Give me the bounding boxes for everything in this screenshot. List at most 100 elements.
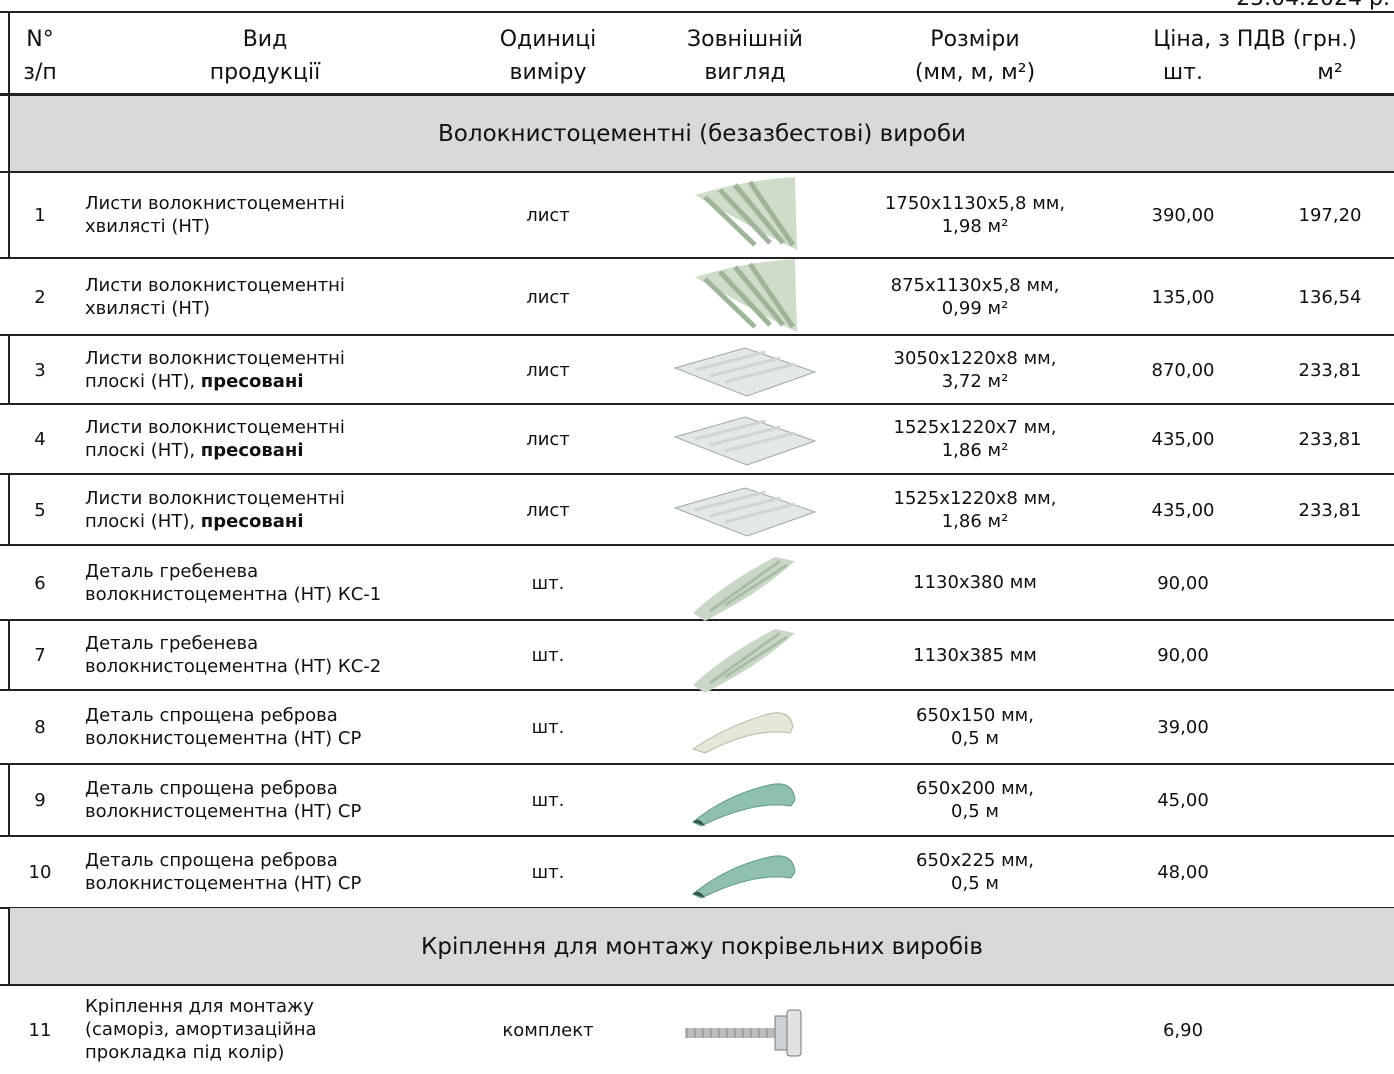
product-name: Листи волокнистоцементні плоскі (НТ), пре…	[85, 416, 345, 462]
unit: шт.	[531, 717, 565, 738]
row-number: 9	[34, 790, 46, 811]
row-number: 3	[34, 359, 46, 381]
price-pc: 435,00	[1151, 429, 1215, 450]
name-line: Кріплення для монтажу	[85, 996, 314, 1017]
rule	[0, 619, 1394, 621]
name-line: Деталь гребенева	[85, 633, 259, 654]
price-pc: 6,90	[1162, 1019, 1204, 1041]
product-name: Листи волокнистоцементні плоскі (НТ), пре…	[85, 347, 345, 393]
product-image	[691, 712, 794, 754]
rule	[0, 473, 1394, 475]
name-line: волокнистоцементна (НТ) СР	[85, 873, 362, 894]
header-cell: Зовнішній	[687, 27, 803, 52]
size: 650x150 мм, 0,5 м	[916, 704, 1034, 750]
name-line: (саморіз, амортизаційна	[85, 1019, 317, 1040]
product-image	[693, 629, 795, 693]
size-line: 3050x1220x8 мм,	[893, 347, 1057, 369]
size: 1750x1130x5,8 мм, 1,98 м²	[885, 192, 1065, 238]
size-line: 650x200 мм,	[916, 778, 1034, 799]
size-line: 650x150 мм,	[916, 705, 1034, 726]
product-image	[673, 486, 817, 537]
size-line: 875x1130x5,8 мм,	[890, 274, 1060, 296]
product-name: Деталь гребенева волокнистоцементна (НТ) …	[85, 560, 381, 606]
product-image	[673, 416, 817, 466]
name-line: волокнистоцементна (НТ) КС-2	[85, 656, 382, 677]
header-cell: Ціна, з ПДВ (грн.)	[1153, 27, 1357, 52]
product-name: Листи волокнистоцементні хвилясті (НТ)	[85, 274, 345, 320]
size-line: 1525x1220x8 мм,	[893, 487, 1057, 509]
name-line: прокладка під колір)	[85, 1042, 285, 1063]
row-number: 6	[34, 572, 46, 594]
name-bold: пресовані	[200, 510, 304, 532]
product-image	[692, 855, 796, 899]
price-pc: 90,00	[1157, 645, 1209, 666]
size: 875x1130x5,8 мм, 0,99 м²	[891, 274, 1060, 320]
header-cell: Розміри	[930, 27, 1020, 52]
header-cell: (мм, м, м²)	[914, 60, 1036, 85]
name-line: плоскі (НТ), пресовані	[85, 510, 304, 532]
product-image	[693, 556, 795, 621]
size-line: 1,86 м²	[941, 510, 1009, 532]
row-number: 10	[28, 862, 52, 883]
price-pc: 135,00	[1151, 286, 1215, 308]
product-name: Деталь спрощена реброва волокнистоцементн…	[85, 777, 361, 823]
rule	[0, 689, 1394, 691]
rule	[8, 172, 10, 258]
product-name: Листи волокнистоцементні хвилясті (НТ)	[85, 192, 345, 238]
unit: лист	[526, 499, 570, 521]
rule	[0, 257, 1394, 259]
size-line: 1,98 м²	[941, 216, 1009, 237]
size-line: 0,5 м	[951, 801, 999, 822]
name-line: волокнистоцементна (НТ) СР	[85, 728, 362, 749]
rule	[0, 984, 1394, 986]
header-cell: шт.	[1163, 60, 1203, 85]
product-image	[695, 258, 797, 332]
row-number: 4	[34, 429, 46, 450]
row-number: 2	[34, 286, 46, 308]
header-cell: N°	[26, 27, 54, 52]
product-name: Кріплення для монтажу (саморіз, амортизац…	[85, 995, 317, 1064]
price-pc: 435,00	[1151, 499, 1215, 521]
size: 1525x1220x7 мм, 1,86 м²	[894, 416, 1057, 462]
row-number: 8	[34, 717, 46, 738]
size-line: 0,5 м	[951, 728, 999, 749]
unit: шт.	[531, 645, 565, 666]
size-line: 1130x385 мм	[913, 644, 1037, 666]
product-name: Деталь гребенева волокнистоцементна (НТ) …	[85, 632, 381, 678]
rule	[0, 544, 1394, 546]
size-line: 3,72 м²	[941, 370, 1009, 392]
unit: шт.	[531, 572, 565, 594]
name-bold: пресовані	[200, 440, 304, 461]
name-bold: пресовані	[200, 370, 304, 392]
rule	[0, 171, 1394, 173]
size-line: 0,5 м	[951, 873, 999, 894]
size-line: 1,86 м²	[941, 440, 1009, 461]
name-line: хвилясті (НТ)	[85, 216, 210, 237]
price-m2: 197,20	[1298, 205, 1362, 226]
size: 1525x1220x8 мм, 1,86 м²	[894, 487, 1057, 533]
unit: комплект	[502, 1019, 594, 1041]
name-line: плоскі (НТ), пресовані	[85, 440, 304, 461]
product-name: Деталь спрощена реброва волокнистоцементн…	[85, 849, 361, 895]
rule	[8, 11, 10, 96]
size-line: 1525x1220x7 мм,	[893, 417, 1057, 438]
price-m2: 136,54	[1298, 286, 1362, 308]
unit: лист	[526, 205, 570, 226]
price-pc: 48,00	[1157, 862, 1209, 883]
size: 650x200 мм, 0,5 м	[916, 777, 1034, 823]
unit: шт.	[531, 790, 565, 811]
rule	[8, 764, 10, 836]
name-line: Листи волокнистоцементні	[85, 417, 345, 438]
size-line: 0,99 м²	[941, 297, 1009, 319]
rule	[0, 93, 1394, 96]
header-cell: з/п	[23, 60, 57, 85]
section-title: Волокнистоцементні (безазбестові) вироби	[438, 121, 966, 147]
unit: шт.	[531, 862, 565, 883]
rule	[8, 620, 10, 690]
size-line: 650x225 мм,	[916, 850, 1034, 871]
size: 1130x385 мм	[913, 644, 1037, 667]
product-image	[695, 177, 797, 250]
header-cell: вигляд	[704, 60, 786, 85]
header-cell: Вид	[242, 27, 288, 52]
